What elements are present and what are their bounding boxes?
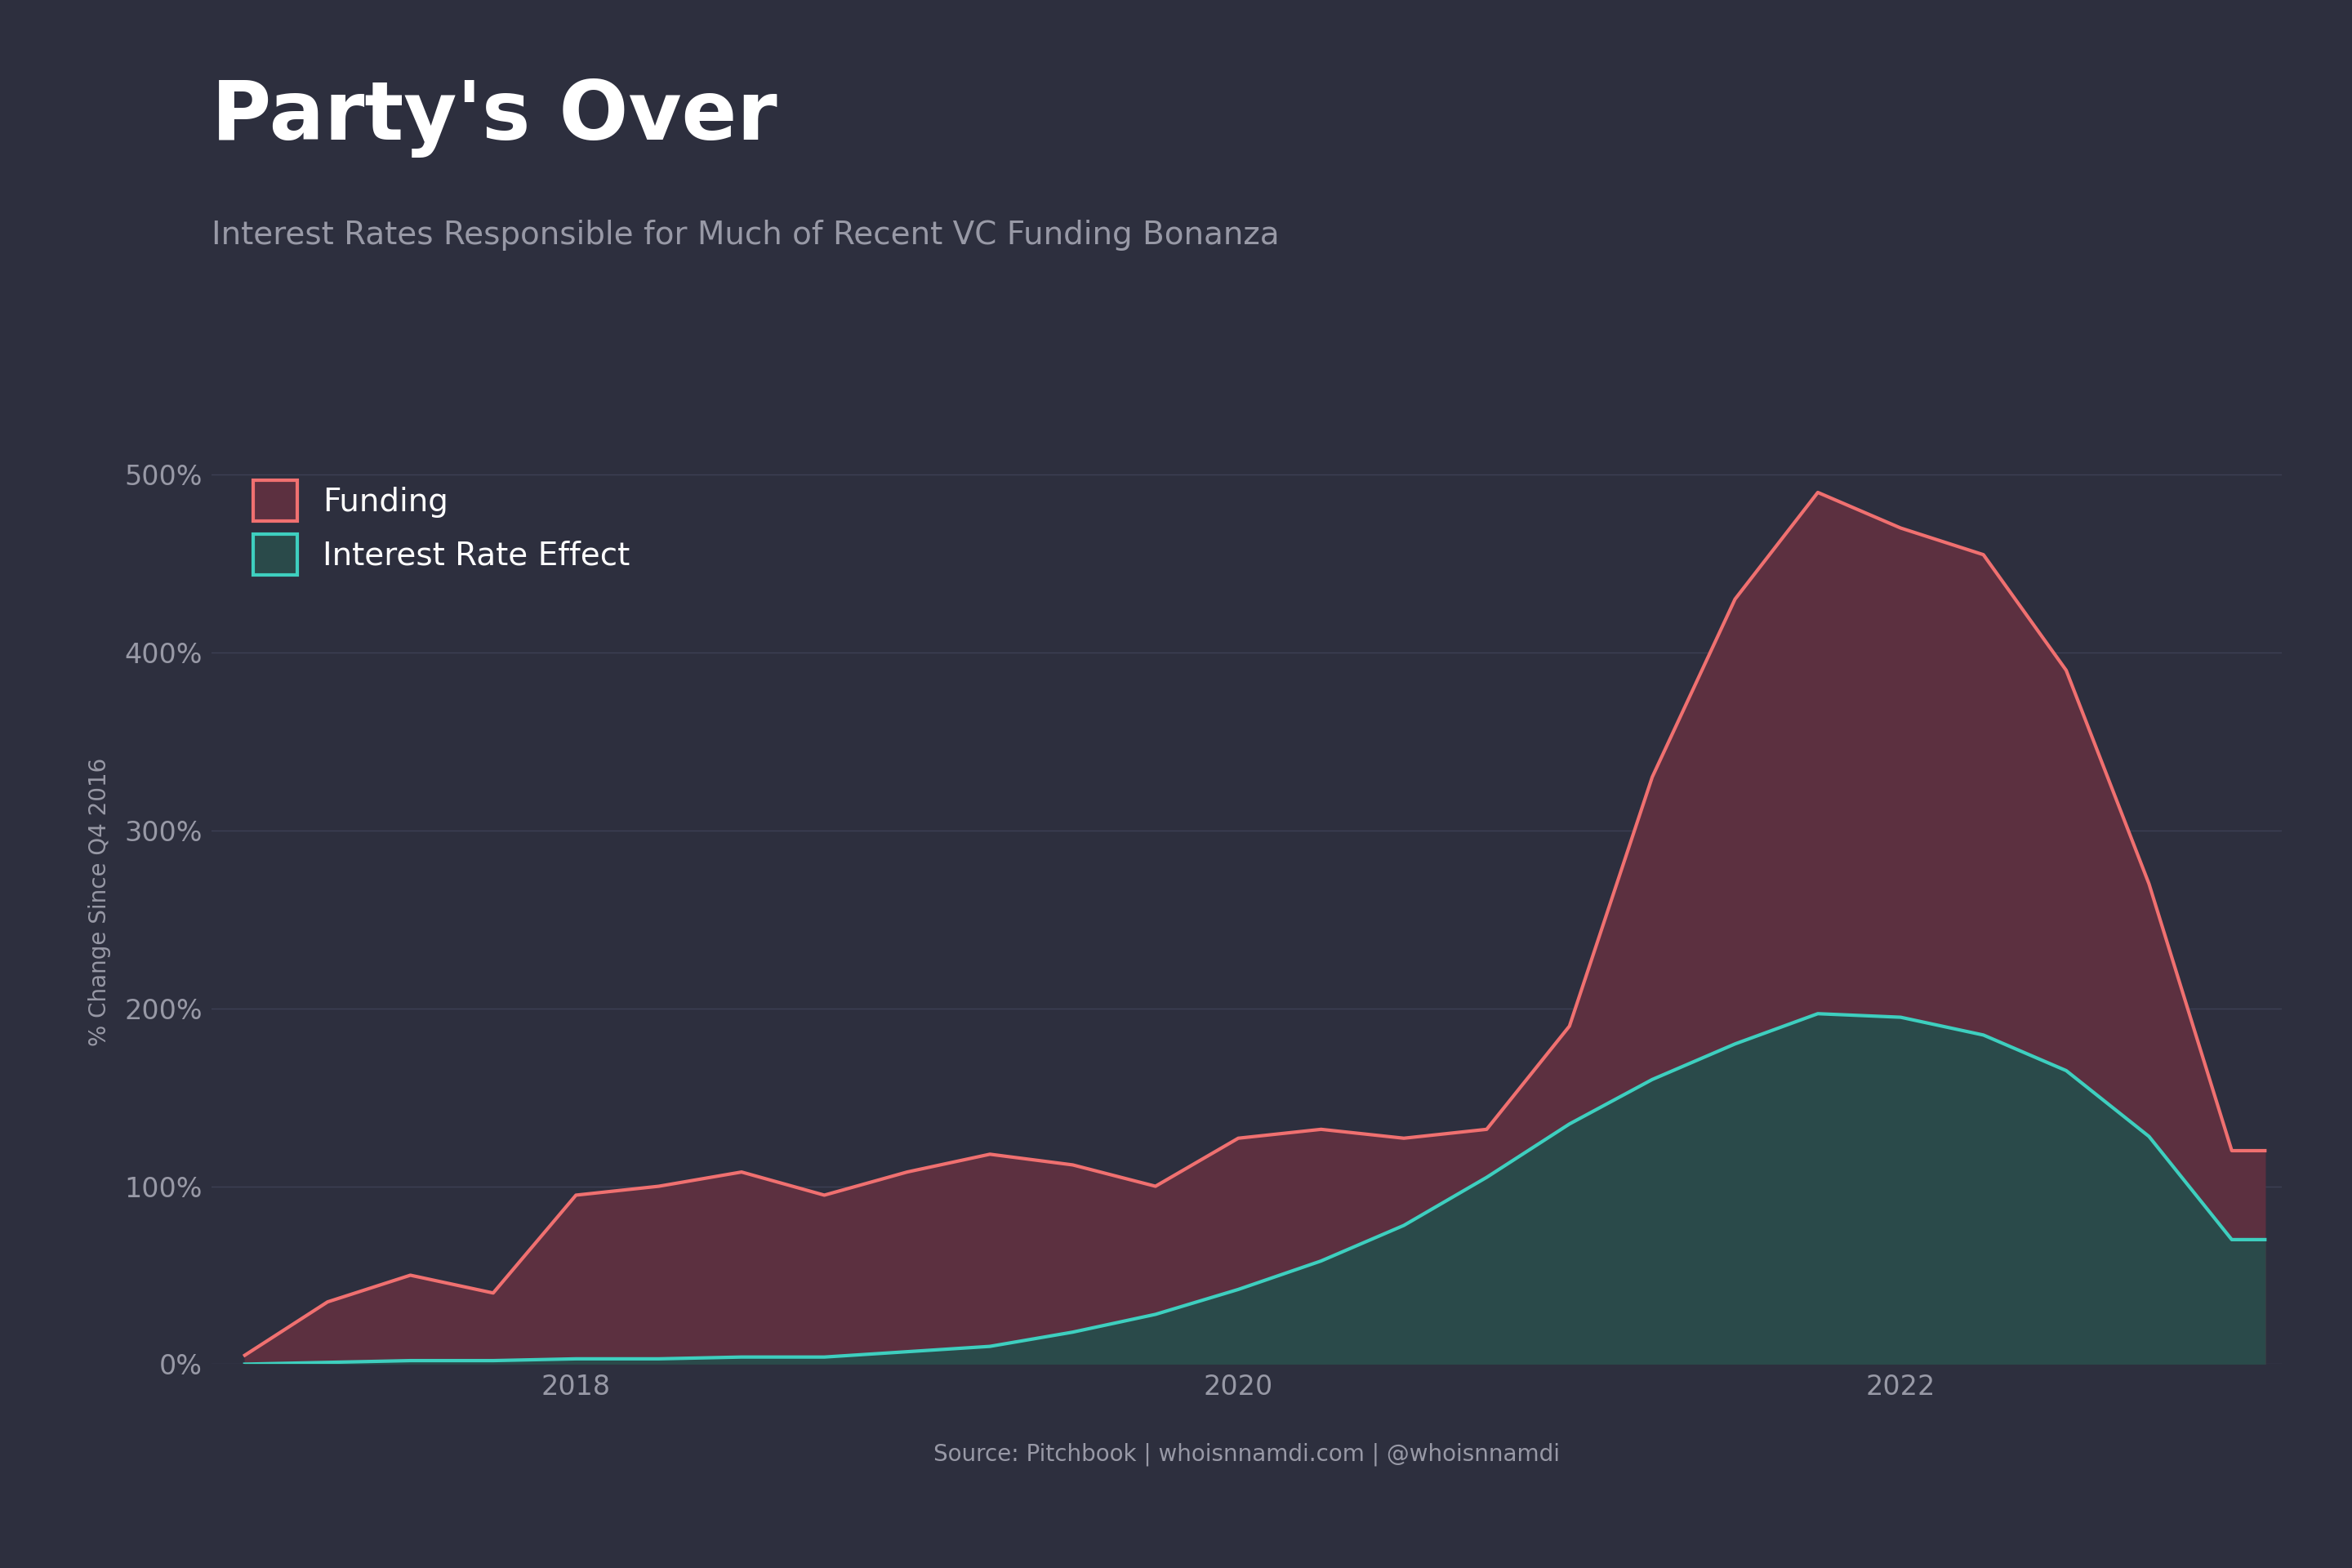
Text: Source: Pitchbook | whoisnnamdi.com | @whoisnnamdi: Source: Pitchbook | whoisnnamdi.com | @w… <box>934 1443 1559 1466</box>
Text: Interest Rates Responsible for Much of Recent VC Funding Bonanza: Interest Rates Responsible for Much of R… <box>212 220 1279 251</box>
Legend: Funding, Interest Rate Effect: Funding, Interest Rate Effect <box>228 455 656 601</box>
Text: Party's Over: Party's Over <box>212 78 776 158</box>
Y-axis label: % Change Since Q4 2016: % Change Since Q4 2016 <box>87 757 111 1046</box>
